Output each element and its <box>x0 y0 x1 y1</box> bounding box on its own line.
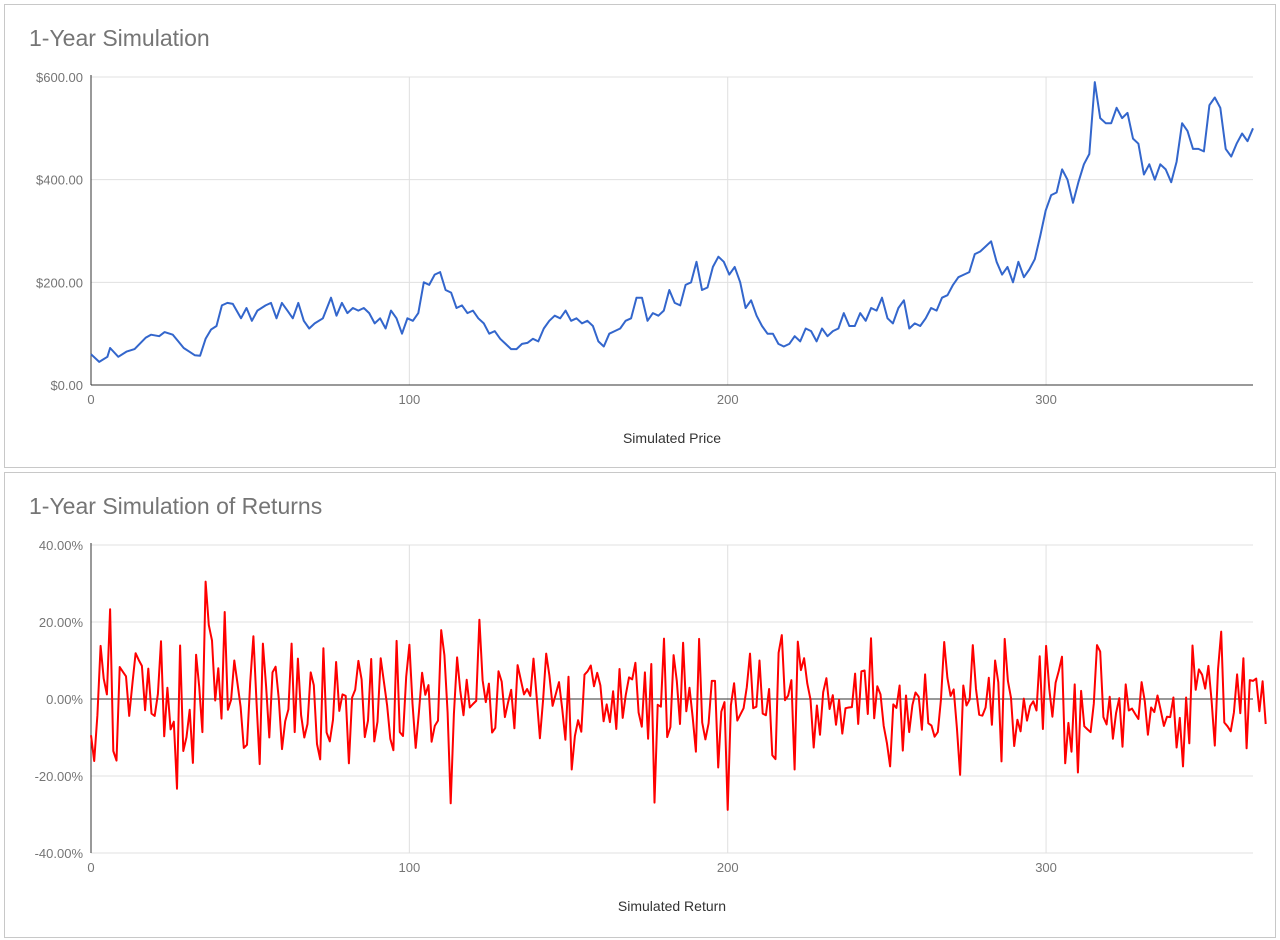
return-chart-panel: 1-Year Simulation of Returns -40.00% -20.… <box>4 472 1276 938</box>
y-tick-label: $200.00 <box>36 275 83 290</box>
y-tick-label: 0.00% <box>46 692 83 707</box>
y-tick-label: $0.00 <box>50 378 83 393</box>
x-tick-label: 200 <box>717 392 739 407</box>
x-tick-label: 0 <box>87 392 94 407</box>
y-tick-label: $400.00 <box>36 173 83 188</box>
x-tick-label: 300 <box>1035 860 1057 875</box>
x-tick-label: 200 <box>717 860 739 875</box>
chart-title: 1-Year Simulation <box>29 25 210 51</box>
x-tick-label: 100 <box>399 392 421 407</box>
x-axis-title: Simulated Return <box>618 898 726 914</box>
price-line-chart: $0.00 $200.00 $400.00 $600.00 0 100 200 300 Simu… <box>36 70 1254 446</box>
price-chart-panel: 1-Year Simulation $0.00 $200.00 $400.00 $60… <box>4 4 1276 468</box>
x-tick-label: 0 <box>87 860 94 875</box>
chart-title: 1-Year Simulation of Returns <box>29 493 323 519</box>
y-tick-label: -20.00% <box>35 769 84 784</box>
x-tick-label: 300 <box>1035 392 1057 407</box>
x-tick-label: 100 <box>399 860 421 875</box>
series-line-return <box>90 580 1267 811</box>
y-tick-label: -40.00% <box>35 846 84 861</box>
y-tick-label: 20.00% <box>39 615 84 630</box>
x-axis-title: Simulated Price <box>623 430 721 446</box>
return-line-chart: -40.00% -20.00% 0.00% 20.00% 40.00% 0 100 200 30… <box>35 538 1267 914</box>
y-tick-label: 40.00% <box>39 538 84 553</box>
series-line-price <box>90 81 1254 363</box>
y-tick-label: $600.00 <box>36 70 83 85</box>
